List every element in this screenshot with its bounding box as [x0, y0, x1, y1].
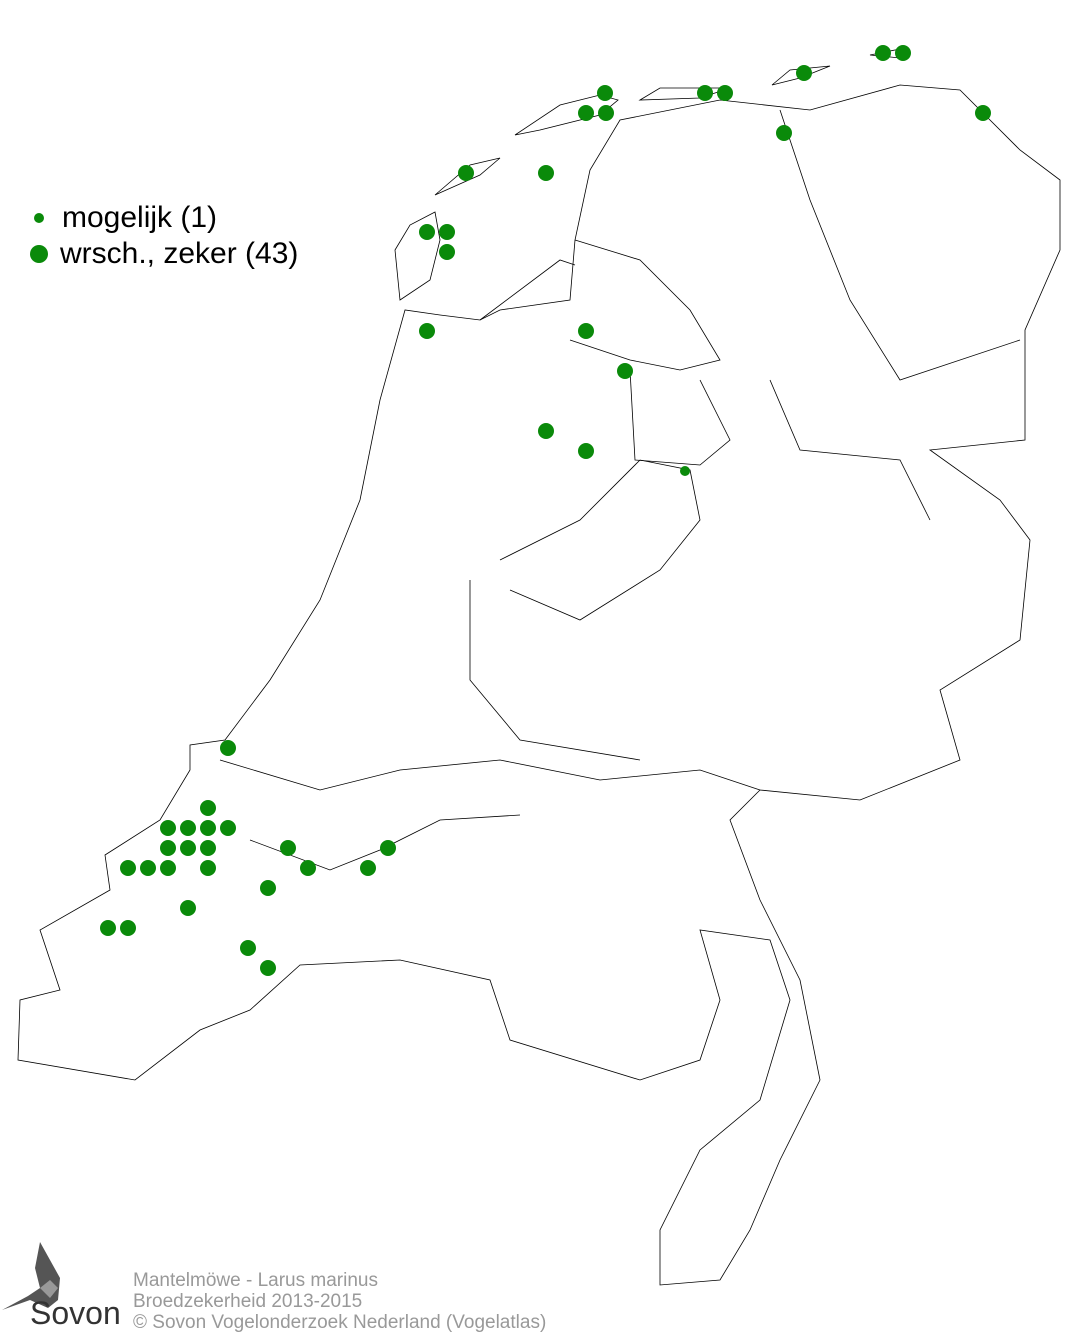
legend-label: mogelijk (1): [62, 201, 218, 234]
probable-certain-dot: [280, 840, 296, 856]
probable-certain-dot: [120, 920, 136, 936]
probable-certain-dot: [200, 800, 216, 816]
probable-certain-dot: [260, 880, 276, 896]
probable-certain-dot: [538, 165, 554, 181]
country-outline: [17, 47, 1061, 1286]
probable-certain-dot: [597, 85, 613, 101]
noordoostpolder: [629, 369, 731, 466]
flevoland: [499, 459, 701, 621]
probable-certain-dot: [200, 860, 216, 876]
island-texel: [394, 211, 441, 301]
utrecht: [469, 580, 641, 761]
probable-certain-dot: [220, 820, 236, 836]
probable-certain-dot: [975, 105, 991, 121]
logo-text: Sovon: [30, 1295, 121, 1331]
probable-certain-dot: [796, 65, 812, 81]
probable-certain-dot: [419, 323, 435, 339]
probable-certain-dot: [617, 363, 633, 379]
probable-certain-dot: [160, 860, 176, 876]
probable-certain-dot: [160, 820, 176, 836]
probable-certain-dot: [360, 860, 376, 876]
probable-certain-dot: [160, 840, 176, 856]
probable-certain-dot: [439, 224, 455, 240]
sovon-swallow-logo: [2, 1242, 60, 1310]
legend: mogelijk (1) wrsch., zeker (43): [28, 200, 298, 272]
probable-certain-dot: [300, 860, 316, 876]
probable-certain-dot: [538, 423, 554, 439]
probable-certain-dot: [180, 900, 196, 916]
probable-certain-dot: [120, 860, 136, 876]
probable-certain-dot: [200, 820, 216, 836]
small-dot-icon: [34, 213, 44, 223]
island-schiermonnikoog: [771, 65, 831, 86]
probable-certain-dot: [180, 840, 196, 856]
probable-certain-dot: [458, 165, 474, 181]
probable-certain-dot: [578, 323, 594, 339]
observation-dots: [100, 45, 991, 976]
probable-certain-dot: [776, 125, 792, 141]
probable-certain-dot: [439, 244, 455, 260]
probable-certain-dot: [895, 45, 911, 61]
probable-certain-dot: [240, 940, 256, 956]
credits: Mantelmöwe - Larus marinus Broedzekerhei…: [133, 1270, 546, 1333]
probable-certain-dot: [220, 740, 236, 756]
rivers: [219, 759, 761, 791]
probable-certain-dot: [180, 820, 196, 836]
probable-certain-dot: [200, 840, 216, 856]
map-subtitle: Broedzekerheid 2013-2015: [133, 1291, 363, 1312]
probable-certain-dot: [260, 960, 276, 976]
probable-certain-dot: [140, 860, 156, 876]
legend-label: wrsch., zeker (43): [60, 237, 299, 270]
probable-certain-dot: [419, 224, 435, 240]
probable-certain-dot: [697, 85, 713, 101]
overijssel: [769, 379, 931, 521]
probable-certain-dot: [578, 443, 594, 459]
probable-certain-dot: [578, 105, 594, 121]
probable-certain-dot: [717, 85, 733, 101]
probable-certain-dot: [875, 45, 891, 61]
mainland-outline: [17, 84, 1061, 1286]
legend-item-possible: mogelijk (1): [28, 200, 298, 236]
copyright: © Sovon Vogelonderzoek Nederland (Vogela…: [133, 1312, 547, 1333]
afsluitdijk: [479, 259, 576, 321]
legend-item-probable-certain: wrsch., zeker (43): [28, 236, 298, 272]
probable-certain-dot: [100, 920, 116, 936]
probable-certain-dot: [380, 840, 396, 856]
island-terschelling: [514, 94, 619, 136]
possible-dot: [680, 466, 690, 476]
species-name: Mantelmöwe - Larus marinus: [133, 1270, 378, 1291]
frisian-boundary: [569, 239, 721, 371]
island-ameland: [638, 87, 731, 101]
large-dot-icon: [30, 245, 48, 263]
groningen-drenthe: [779, 109, 1021, 381]
rivers-south: [249, 814, 521, 871]
probable-certain-dot: [598, 105, 614, 121]
